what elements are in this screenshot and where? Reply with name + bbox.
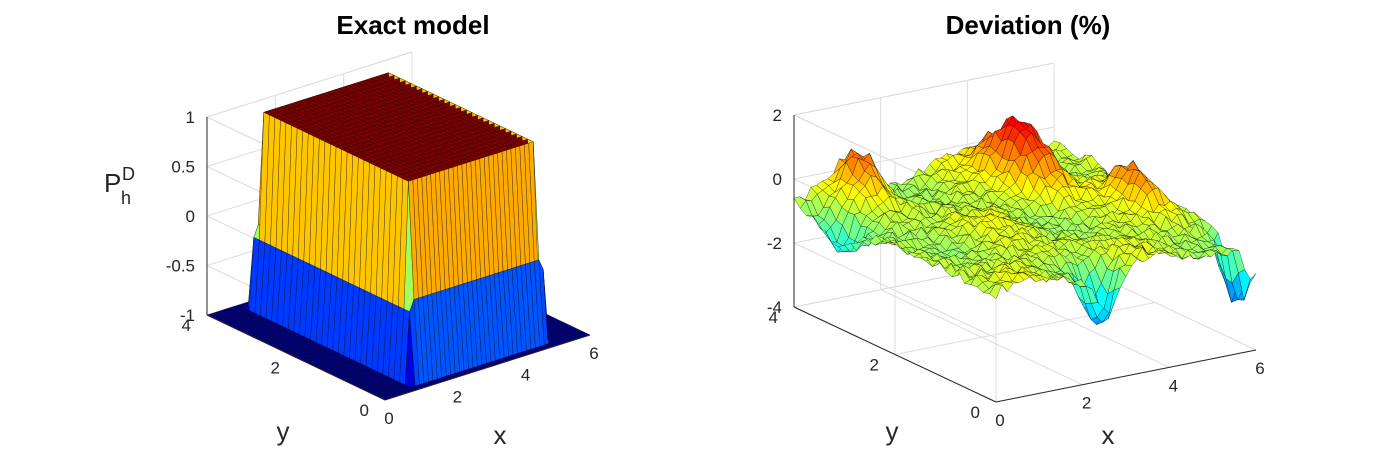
z-tick-label: -1	[180, 306, 195, 325]
z-tick-label: 0	[773, 170, 782, 189]
z-axis-label: P D h	[104, 164, 135, 208]
box-edge	[793, 62, 1055, 116]
x-tick-label: 6	[589, 344, 598, 363]
y-tick-label: 4	[769, 308, 778, 327]
z-axis-label-superscript: D	[122, 164, 135, 184]
y-tick-label: 2	[271, 359, 280, 378]
x-tick-label: 0	[995, 411, 1004, 430]
x-tick-label: 2	[453, 387, 462, 406]
z-tick-label: 0.5	[171, 158, 195, 177]
floor-grid-line	[894, 302, 1156, 355]
z-tick-label: 1	[186, 108, 195, 127]
x-tick-label: 0	[384, 409, 393, 428]
z-axis-label-subscript: h	[121, 188, 131, 208]
x-tick-label: 4	[1169, 376, 1178, 395]
z-tick-label: -2	[767, 234, 782, 253]
y-axis-line	[206, 314, 386, 401]
z-tick-label: 2	[773, 106, 782, 125]
surface-plot	[206, 72, 591, 401]
y-tick-label: 2	[870, 356, 879, 375]
x-axis-line	[384, 334, 591, 401]
x-axis-label: x	[1102, 420, 1115, 450]
x-axis-label: x	[494, 420, 507, 450]
box-edge	[206, 51, 413, 118]
x-tick-label: 2	[1082, 394, 1091, 413]
chart-title: Exact model	[336, 10, 489, 40]
chart-title: Deviation (%)	[946, 10, 1111, 40]
z-axis-label-main: P	[104, 168, 121, 198]
z-tick-label: -0.5	[166, 257, 195, 276]
x-tick-label: 6	[1255, 359, 1264, 378]
y-axis-label: y	[886, 416, 899, 446]
surface-patch	[1243, 273, 1257, 301]
y-axis-line	[793, 306, 997, 403]
y-tick-label: 0	[971, 403, 980, 422]
x-tick-label: 4	[521, 366, 530, 385]
wall-grid-line	[793, 242, 997, 339]
y-tick-label: 0	[360, 401, 369, 420]
z-tick-label: -4	[767, 298, 782, 317]
y-axis-label: y	[277, 416, 290, 446]
x-axis-line	[995, 349, 1257, 403]
surface-plot	[793, 115, 1257, 326]
y-tick-label: 4	[182, 316, 191, 335]
z-tick-label: 0	[186, 207, 195, 226]
